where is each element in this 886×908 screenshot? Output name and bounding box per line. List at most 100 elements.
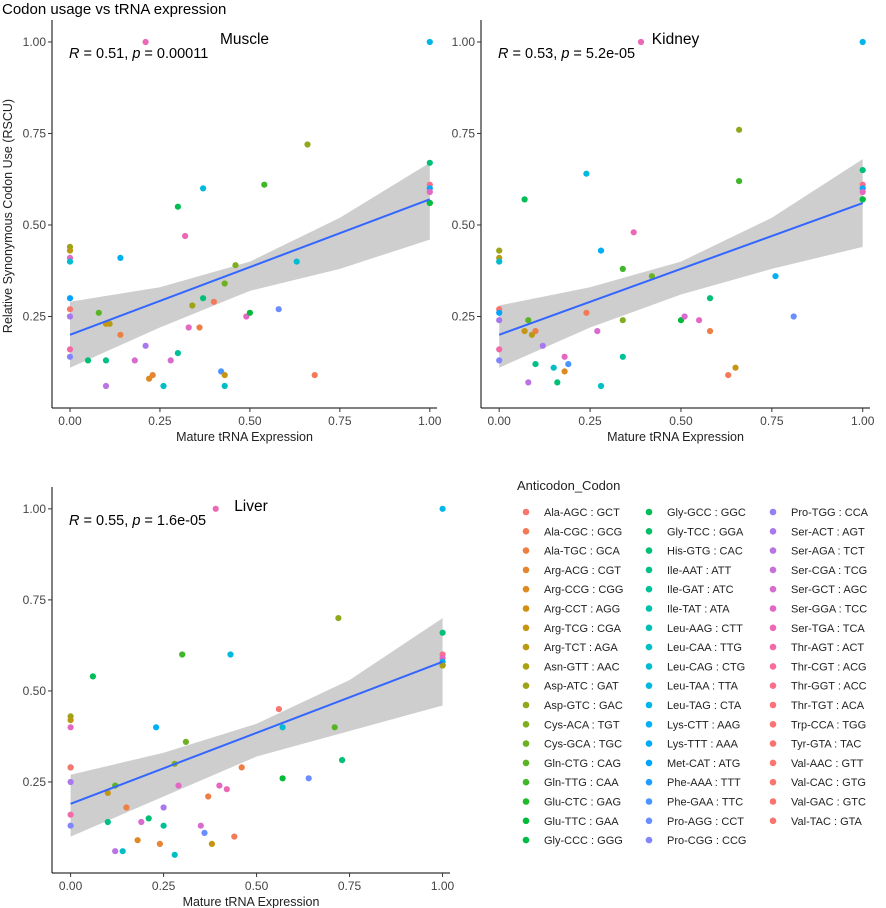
legend-label: Glu-CTC : GAG — [544, 797, 621, 809]
x-tick-label: 0.75 — [338, 879, 362, 893]
data-point — [681, 313, 688, 320]
annotation-symbol: = — [140, 513, 157, 529]
legend-key — [522, 624, 530, 632]
legend-key — [645, 566, 653, 574]
data-point — [521, 196, 528, 203]
legend-key — [769, 605, 777, 612]
legend-item: Ala-AGC : GCT — [522, 507, 620, 519]
legend-key — [522, 701, 530, 709]
data-point — [561, 353, 568, 360]
data-point — [185, 324, 192, 331]
y-tick-label: 0.75 — [23, 126, 47, 140]
legend-label: Thr-TGT : ACA — [791, 700, 865, 712]
legend-key — [769, 566, 777, 574]
legend-item: Cys-ACA : TGT — [522, 719, 620, 731]
data-point — [153, 724, 160, 731]
data-point — [205, 793, 212, 800]
legend-item: Gln-CTG : CAG — [522, 758, 621, 770]
legend-item: Arg-CCG : CGG — [522, 584, 623, 596]
panel-title: Liver — [234, 498, 268, 515]
legend-item: Thr-AGT : ACT — [769, 642, 864, 654]
legend-item: Ser-GCT : AGC — [769, 584, 867, 596]
correlation-annotation: R = 0.55, p = 1.6e-05 — [69, 513, 206, 529]
legend-item: Trp-CCA : TGG — [769, 719, 866, 731]
legend-key — [522, 566, 530, 574]
data-point — [594, 328, 601, 335]
data-point — [496, 247, 503, 254]
legend-label: Ser-CGA : TCG — [791, 565, 867, 577]
data-point — [619, 317, 626, 324]
data-point — [232, 262, 239, 269]
legend-key — [522, 547, 530, 554]
annotation-symbol: = — [140, 46, 157, 62]
legend-item: Ala-CGC : GCG — [522, 526, 622, 538]
legend-key — [522, 721, 530, 728]
annotation-symbol: R — [69, 513, 80, 529]
data-point — [496, 258, 503, 265]
data-point — [102, 382, 110, 390]
data-point — [335, 615, 342, 622]
data-point — [104, 818, 111, 826]
legend-key — [769, 817, 777, 825]
data-point — [174, 203, 181, 210]
legend-key — [645, 817, 653, 825]
data-point — [67, 717, 74, 724]
legend-item: Ser-GGA : TCC — [769, 604, 867, 616]
legend-label: Ala-TGC : GCA — [544, 546, 620, 558]
legend-item: Leu-TAA : TTA — [645, 681, 739, 693]
x-tick-label: 0.25 — [152, 879, 176, 893]
data-point — [790, 313, 797, 320]
data-point — [532, 328, 539, 335]
y-tick-label: 1.00 — [452, 35, 476, 49]
legend-key — [645, 605, 653, 612]
legend-item: Asp-GTC : GAC — [522, 700, 623, 712]
legend-item: Gln-TTG : CAA — [522, 777, 619, 789]
data-point — [221, 372, 228, 379]
legend-key — [769, 759, 777, 767]
data-point — [706, 328, 714, 335]
data-point — [736, 126, 743, 133]
data-point — [160, 804, 167, 811]
legend-key — [522, 682, 530, 689]
annotation-value: 0.51 — [96, 46, 124, 62]
legend-label: Asp-GTC : GAC — [544, 700, 623, 712]
legend-item: Thr-CGT : ACG — [769, 661, 867, 673]
legend-label: Ile-GAT : ATC — [667, 584, 734, 596]
data-point — [67, 822, 74, 829]
y-tick-label: 0.25 — [23, 309, 47, 323]
x-tick-label: 0.75 — [328, 414, 352, 428]
data-point — [305, 775, 312, 782]
legend-item: Val-AAC : GTT — [769, 758, 864, 770]
y-tick-label: 0.75 — [452, 126, 476, 140]
data-point — [706, 295, 714, 302]
data-point — [106, 320, 113, 327]
x-tick-label: 0.25 — [148, 414, 172, 428]
legend-key — [769, 643, 777, 651]
legend-label: Ser-GGA : TCC — [791, 604, 867, 616]
legend-key — [769, 721, 777, 728]
legend-label: Leu-TAG : CTA — [667, 700, 742, 712]
data-point — [275, 706, 282, 713]
data-point — [859, 188, 866, 196]
y-axis-title: Relative Synonymous Codon Use (RSCU) — [1, 99, 15, 333]
legend-label: His-GTG : CAC — [667, 546, 743, 558]
legend-title: Anticodon_Codon — [517, 478, 620, 493]
legend-key — [769, 585, 777, 593]
annotation-symbol: p — [131, 46, 140, 62]
legend-item: Val-CAC : GTG — [769, 777, 866, 789]
data-point — [189, 302, 196, 309]
legend-item: Met-CAT : ATG — [645, 758, 740, 770]
data-point — [439, 629, 446, 636]
data-point — [175, 782, 182, 789]
data-point — [583, 309, 590, 316]
data-point — [123, 804, 130, 811]
legend-key — [522, 740, 530, 747]
legend-label: Ala-AGC : GCT — [544, 507, 620, 519]
x-tick-label: 0.75 — [760, 414, 784, 428]
y-tick-label: 0.50 — [23, 218, 47, 232]
annotation-value: 5.2e-05 — [586, 46, 635, 62]
data-point — [131, 357, 138, 364]
data-point — [583, 170, 590, 177]
data-point — [637, 38, 645, 46]
